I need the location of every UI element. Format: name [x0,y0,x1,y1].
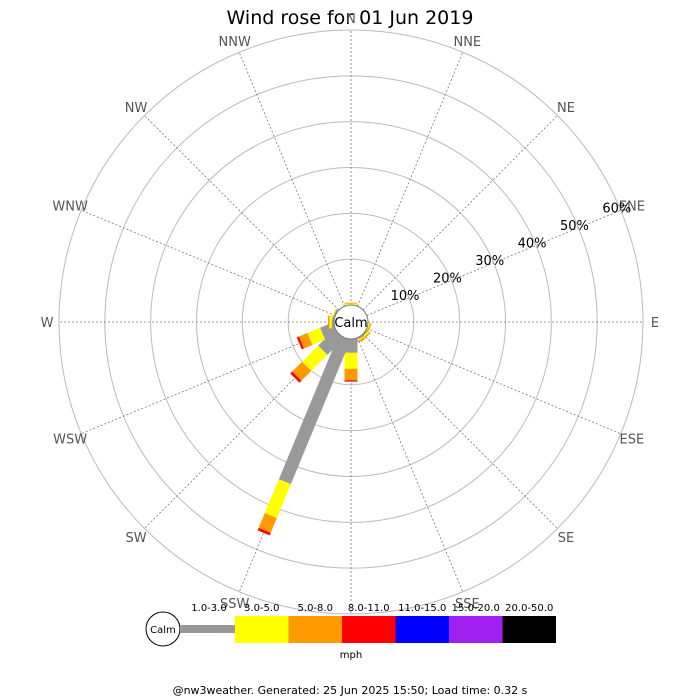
percent-label-30: 30% [475,254,504,269]
spoke-nne [357,52,464,307]
legend-label-2: 3.0-5.0 [244,603,279,614]
legend-swatch-2 [235,616,289,643]
bar-w-5.0-8.0 [328,315,330,329]
spoke-nw [144,115,340,311]
legend-swatch-3 [288,616,342,643]
direction-label-wnw: WNW [52,200,88,215]
direction-label-ese: ESE [620,432,645,447]
spoke-ne [362,115,558,311]
direction-label-nw: NW [125,101,148,116]
footer-text: @nw3weather. Generated: 25 Jun 2025 15:5… [173,684,528,697]
bar-wsw-8.0-11.0 [296,336,304,350]
legend-label-1: 1.0-3.0 [191,603,226,614]
calm-label: Calm [334,316,367,331]
calm-circle: Calm [333,304,369,340]
direction-label-ne: NE [557,101,575,116]
direction-label-sw: SW [125,531,146,546]
spoke-nnw [238,52,345,307]
legend-label-3: 5.0-8.0 [298,603,333,614]
legend-swatch-7 [502,616,556,643]
direction-label-sse: SSE [455,597,480,612]
spoke-wsw [81,328,336,435]
bar-n-5.0-8.0 [344,302,358,304]
spoke-wnw [81,209,336,316]
spoke-se [362,333,558,529]
bar-ssw-3.0-5.0 [264,479,291,519]
bar-wsw-5.0-8.0 [298,333,313,349]
percent-label-10: 10% [391,289,420,304]
percent-label-40: 40% [518,236,547,251]
bar-wnw-1.0-3.0 [331,308,338,322]
direction-spokes [59,30,643,614]
speed-legend: Calm 1.0-3.0 3.0-5.0 5.0-8.0 8.0-11.0 11.0-1… [145,603,556,647]
legend-swatch-4 [342,616,396,643]
bar-s-5.0-8.0 [344,368,358,381]
percent-label-20: 20% [433,271,462,286]
legend-label-7: 20.0-50.0 [505,603,553,614]
direction-label-ssw: SSW [220,597,250,612]
legend-label-5: 11.0-15.0 [398,603,446,614]
direction-label-e: E [651,316,659,331]
direction-labels: NNNENEENEEESESESSESSSWSWWSWWWNWNWNNW [41,12,660,635]
bar-wsw-3.0-5.0 [307,327,326,346]
direction-label-wsw: WSW [53,432,87,447]
spoke-ese [366,328,621,435]
bar-n-3.0-5.0 [344,303,358,305]
bar-ssw-1.0-3.0 [278,335,351,485]
direction-label-nnw: NNW [219,35,251,50]
direction-label-ene: ENE [619,200,645,215]
spoke-ene [366,209,621,316]
bar-ssw-8.0-11.0 [257,527,271,536]
legend-unit: mph [340,650,362,661]
legend-swatch-5 [395,616,449,643]
grid-ring-20 [241,212,461,432]
bar-sw-8.0-11.0 [290,371,302,383]
percent-label-50: 50% [560,219,589,234]
chart-title: Wind rose for 01 Jun 2019 [227,7,474,29]
bar-w-3.0-5.0 [329,315,332,329]
percent-labels: 10% 20% 30% 40% 50% 60% [391,201,632,304]
direction-label-w: W [41,316,54,331]
bar-ssw-5.0-8.0 [258,513,277,533]
bar-s-3.0-5.0 [344,352,358,369]
wind-bars [257,302,372,536]
grid-ring-40 [150,121,552,523]
legend-swatch-1 [180,625,235,633]
bar-sw-3.0-5.0 [301,345,328,372]
legend-swatch-6 [449,616,503,643]
bar-s-8.0-11.0 [344,380,358,382]
legend-calm-label: Calm [150,625,176,636]
direction-label-n: N [346,12,356,27]
percent-label-60: 60% [602,201,631,216]
legend-label-6: 15.0-20.0 [452,603,500,614]
bar-sw-5.0-8.0 [292,361,312,381]
legend-label-4: 8.0-11.0 [348,603,390,614]
bar-wnw-3.0-5.0 [330,308,337,321]
direction-label-se: SE [558,531,574,546]
bar-sw-1.0-3.0 [318,329,344,355]
direction-label-nne: NNE [453,35,481,50]
grid-ring-60 [58,29,644,615]
spoke-sse [357,337,464,592]
